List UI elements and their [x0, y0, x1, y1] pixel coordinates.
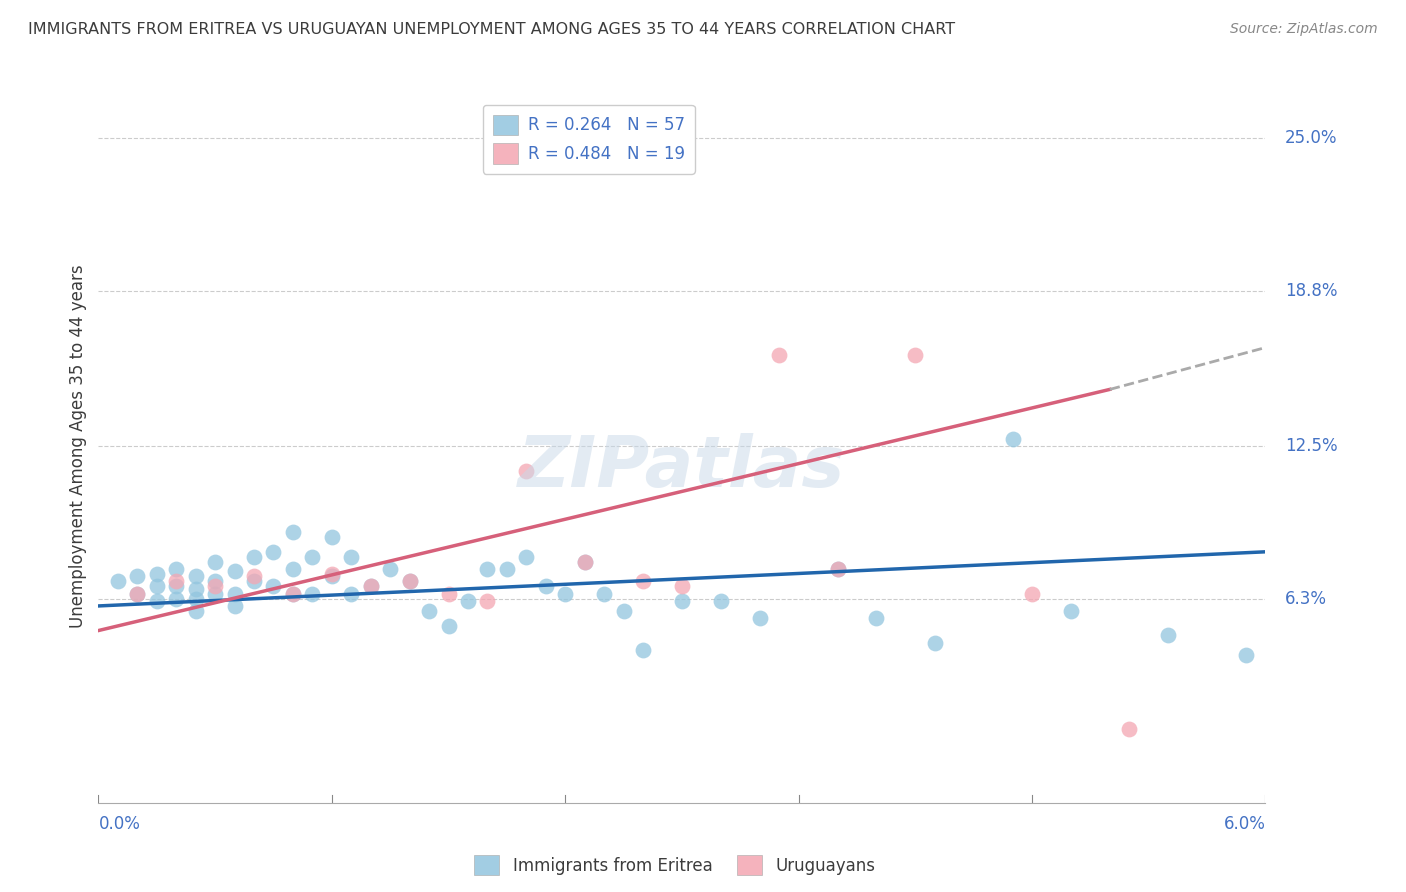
- Point: [204, 555, 226, 569]
- Point: [301, 587, 323, 601]
- Point: [593, 587, 616, 601]
- Text: 6.3%: 6.3%: [1285, 590, 1327, 607]
- Point: [378, 562, 402, 576]
- Point: [281, 587, 304, 601]
- Point: [1060, 604, 1083, 618]
- Point: [165, 562, 187, 576]
- Point: [184, 591, 207, 606]
- Point: [631, 574, 654, 589]
- Point: [398, 574, 420, 589]
- Text: 25.0%: 25.0%: [1285, 129, 1337, 147]
- Point: [281, 562, 304, 576]
- Point: [146, 579, 169, 593]
- Point: [827, 562, 849, 576]
- Point: [457, 594, 479, 608]
- Point: [554, 587, 576, 601]
- Point: [1001, 432, 1024, 446]
- Point: [165, 579, 187, 593]
- Point: [301, 549, 323, 564]
- Point: [631, 643, 654, 657]
- Point: [340, 549, 363, 564]
- Point: [748, 611, 770, 625]
- Point: [515, 549, 537, 564]
- Point: [281, 587, 304, 601]
- Point: [321, 569, 343, 583]
- Point: [534, 579, 557, 593]
- Legend: Immigrants from Eritrea, Uruguayans: Immigrants from Eritrea, Uruguayans: [468, 848, 882, 882]
- Point: [281, 525, 304, 540]
- Text: Source: ZipAtlas.com: Source: ZipAtlas.com: [1230, 22, 1378, 37]
- Point: [924, 636, 946, 650]
- Point: [184, 582, 207, 596]
- Point: [262, 545, 284, 559]
- Point: [127, 587, 149, 601]
- Point: [262, 579, 284, 593]
- Point: [1021, 587, 1043, 601]
- Text: 0.0%: 0.0%: [98, 815, 141, 833]
- Point: [515, 464, 537, 478]
- Text: ZIPatlas: ZIPatlas: [519, 433, 845, 502]
- Point: [127, 587, 149, 601]
- Point: [437, 587, 460, 601]
- Point: [904, 348, 927, 362]
- Point: [827, 562, 849, 576]
- Text: 6.0%: 6.0%: [1223, 815, 1265, 833]
- Point: [204, 574, 226, 589]
- Point: [865, 611, 887, 625]
- Text: 12.5%: 12.5%: [1285, 437, 1337, 455]
- Point: [243, 574, 266, 589]
- Point: [574, 555, 596, 569]
- Point: [243, 569, 266, 583]
- Point: [146, 594, 169, 608]
- Point: [398, 574, 420, 589]
- Point: [477, 594, 499, 608]
- Point: [437, 618, 460, 632]
- Point: [671, 579, 693, 593]
- Legend: R = 0.264   N = 57, R = 0.484   N = 19: R = 0.264 N = 57, R = 0.484 N = 19: [482, 104, 695, 174]
- Point: [1157, 628, 1180, 642]
- Point: [165, 591, 187, 606]
- Point: [107, 574, 129, 589]
- Point: [496, 562, 519, 576]
- Y-axis label: Unemployment Among Ages 35 to 44 years: Unemployment Among Ages 35 to 44 years: [69, 264, 87, 628]
- Point: [127, 569, 149, 583]
- Point: [184, 604, 207, 618]
- Point: [360, 579, 382, 593]
- Point: [224, 587, 246, 601]
- Point: [321, 566, 343, 581]
- Text: IMMIGRANTS FROM ERITREA VS URUGUAYAN UNEMPLOYMENT AMONG AGES 35 TO 44 YEARS CORR: IMMIGRANTS FROM ERITREA VS URUGUAYAN UNE…: [28, 22, 955, 37]
- Point: [224, 565, 246, 579]
- Point: [418, 604, 440, 618]
- Point: [340, 587, 363, 601]
- Point: [146, 566, 169, 581]
- Point: [671, 594, 693, 608]
- Point: [477, 562, 499, 576]
- Point: [165, 574, 187, 589]
- Point: [321, 530, 343, 544]
- Point: [184, 569, 207, 583]
- Point: [224, 599, 246, 613]
- Text: 18.8%: 18.8%: [1285, 282, 1337, 300]
- Point: [710, 594, 733, 608]
- Point: [612, 604, 634, 618]
- Point: [1118, 722, 1140, 736]
- Point: [243, 549, 266, 564]
- Point: [768, 348, 790, 362]
- Point: [1234, 648, 1257, 662]
- Point: [204, 579, 226, 593]
- Point: [204, 587, 226, 601]
- Point: [574, 555, 596, 569]
- Point: [360, 579, 382, 593]
